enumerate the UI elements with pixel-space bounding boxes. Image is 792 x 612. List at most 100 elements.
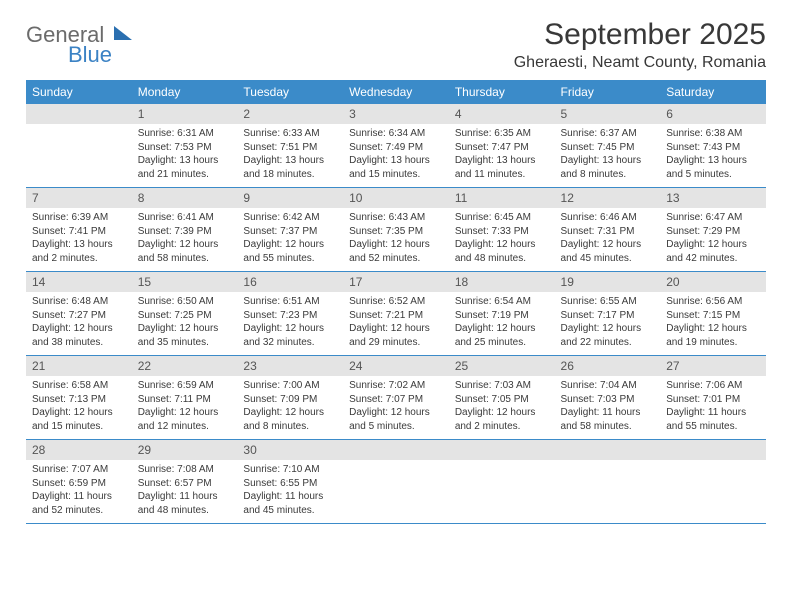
calendar-day-cell: 22Sunrise: 6:59 AMSunset: 7:11 PMDayligh… [132, 356, 238, 440]
daylight-line: Daylight: 11 hours and 55 minutes. [666, 406, 760, 433]
sunset-line: Sunset: 7:25 PM [138, 309, 232, 323]
daylight-line: Daylight: 12 hours and 8 minutes. [243, 406, 337, 433]
header: General Blue September 2025 Gheraesti, N… [26, 18, 766, 72]
daylight-line: Daylight: 12 hours and 29 minutes. [349, 322, 443, 349]
day-number: 18 [449, 272, 555, 292]
day-number [26, 104, 132, 124]
sunset-line: Sunset: 7:17 PM [561, 309, 655, 323]
sunset-line: Sunset: 7:43 PM [666, 141, 760, 155]
daylight-line: Daylight: 12 hours and 2 minutes. [455, 406, 549, 433]
day-data: Sunrise: 6:33 AMSunset: 7:51 PMDaylight:… [237, 124, 343, 187]
day-number: 11 [449, 188, 555, 208]
day-number: 20 [660, 272, 766, 292]
calendar-day-cell: 5Sunrise: 6:37 AMSunset: 7:45 PMDaylight… [555, 104, 661, 188]
day-data: Sunrise: 6:42 AMSunset: 7:37 PMDaylight:… [237, 208, 343, 271]
day-header: Friday [555, 80, 661, 104]
sunset-line: Sunset: 7:21 PM [349, 309, 443, 323]
day-number [343, 440, 449, 460]
sunset-line: Sunset: 7:33 PM [455, 225, 549, 239]
location: Gheraesti, Neamt County, Romania [514, 54, 766, 72]
day-number: 14 [26, 272, 132, 292]
sunrise-line: Sunrise: 6:42 AM [243, 211, 337, 225]
sunrise-line: Sunrise: 6:51 AM [243, 295, 337, 309]
calendar-table: SundayMondayTuesdayWednesdayThursdayFrid… [26, 80, 766, 524]
day-number: 13 [660, 188, 766, 208]
calendar-day-cell: 24Sunrise: 7:02 AMSunset: 7:07 PMDayligh… [343, 356, 449, 440]
day-header: Monday [132, 80, 238, 104]
day-data: Sunrise: 7:00 AMSunset: 7:09 PMDaylight:… [237, 376, 343, 439]
calendar-day-cell: 15Sunrise: 6:50 AMSunset: 7:25 PMDayligh… [132, 272, 238, 356]
daylight-line: Daylight: 12 hours and 22 minutes. [561, 322, 655, 349]
sunset-line: Sunset: 7:53 PM [138, 141, 232, 155]
day-data: Sunrise: 6:52 AMSunset: 7:21 PMDaylight:… [343, 292, 449, 355]
day-number: 16 [237, 272, 343, 292]
sunrise-line: Sunrise: 6:52 AM [349, 295, 443, 309]
calendar-body: 1Sunrise: 6:31 AMSunset: 7:53 PMDaylight… [26, 104, 766, 524]
day-number: 28 [26, 440, 132, 460]
day-data: Sunrise: 7:02 AMSunset: 7:07 PMDaylight:… [343, 376, 449, 439]
day-data [26, 124, 132, 182]
day-number: 30 [237, 440, 343, 460]
calendar-week-row: 21Sunrise: 6:58 AMSunset: 7:13 PMDayligh… [26, 356, 766, 440]
sunset-line: Sunset: 7:31 PM [561, 225, 655, 239]
daylight-line: Daylight: 12 hours and 5 minutes. [349, 406, 443, 433]
sunrise-line: Sunrise: 6:39 AM [32, 211, 126, 225]
calendar-day-cell: 1Sunrise: 6:31 AMSunset: 7:53 PMDaylight… [132, 104, 238, 188]
day-data: Sunrise: 7:03 AMSunset: 7:05 PMDaylight:… [449, 376, 555, 439]
daylight-line: Daylight: 13 hours and 2 minutes. [32, 238, 126, 265]
sunrise-line: Sunrise: 6:46 AM [561, 211, 655, 225]
day-number: 22 [132, 356, 238, 376]
day-data: Sunrise: 6:55 AMSunset: 7:17 PMDaylight:… [555, 292, 661, 355]
daylight-line: Daylight: 12 hours and 25 minutes. [455, 322, 549, 349]
calendar-day-cell [26, 104, 132, 188]
sunrise-line: Sunrise: 7:04 AM [561, 379, 655, 393]
day-data [660, 460, 766, 518]
daylight-line: Daylight: 13 hours and 18 minutes. [243, 154, 337, 181]
calendar-day-cell: 2Sunrise: 6:33 AMSunset: 7:51 PMDaylight… [237, 104, 343, 188]
day-header: Sunday [26, 80, 132, 104]
day-number: 23 [237, 356, 343, 376]
day-data: Sunrise: 6:59 AMSunset: 7:11 PMDaylight:… [132, 376, 238, 439]
sunrise-line: Sunrise: 6:31 AM [138, 127, 232, 141]
day-data: Sunrise: 6:38 AMSunset: 7:43 PMDaylight:… [660, 124, 766, 187]
sunset-line: Sunset: 7:39 PM [138, 225, 232, 239]
sunrise-line: Sunrise: 6:56 AM [666, 295, 760, 309]
day-data: Sunrise: 6:43 AMSunset: 7:35 PMDaylight:… [343, 208, 449, 271]
sunrise-line: Sunrise: 6:50 AM [138, 295, 232, 309]
calendar-header-row: SundayMondayTuesdayWednesdayThursdayFrid… [26, 80, 766, 104]
sunset-line: Sunset: 7:37 PM [243, 225, 337, 239]
calendar-day-cell: 21Sunrise: 6:58 AMSunset: 7:13 PMDayligh… [26, 356, 132, 440]
day-data: Sunrise: 6:34 AMSunset: 7:49 PMDaylight:… [343, 124, 449, 187]
sunrise-line: Sunrise: 6:35 AM [455, 127, 549, 141]
day-number: 19 [555, 272, 661, 292]
calendar-day-cell: 25Sunrise: 7:03 AMSunset: 7:05 PMDayligh… [449, 356, 555, 440]
day-data: Sunrise: 6:41 AMSunset: 7:39 PMDaylight:… [132, 208, 238, 271]
calendar-day-cell: 27Sunrise: 7:06 AMSunset: 7:01 PMDayligh… [660, 356, 766, 440]
sunrise-line: Sunrise: 6:58 AM [32, 379, 126, 393]
sunrise-line: Sunrise: 6:38 AM [666, 127, 760, 141]
daylight-line: Daylight: 11 hours and 58 minutes. [561, 406, 655, 433]
day-data: Sunrise: 6:45 AMSunset: 7:33 PMDaylight:… [449, 208, 555, 271]
day-number: 4 [449, 104, 555, 124]
day-data: Sunrise: 6:50 AMSunset: 7:25 PMDaylight:… [132, 292, 238, 355]
day-data [449, 460, 555, 518]
sunset-line: Sunset: 7:23 PM [243, 309, 337, 323]
sunset-line: Sunset: 6:57 PM [138, 477, 232, 491]
sunset-line: Sunset: 7:19 PM [455, 309, 549, 323]
day-number: 29 [132, 440, 238, 460]
sunset-line: Sunset: 7:51 PM [243, 141, 337, 155]
sunrise-line: Sunrise: 7:10 AM [243, 463, 337, 477]
day-data: Sunrise: 6:51 AMSunset: 7:23 PMDaylight:… [237, 292, 343, 355]
daylight-line: Daylight: 12 hours and 32 minutes. [243, 322, 337, 349]
day-number: 12 [555, 188, 661, 208]
daylight-line: Daylight: 11 hours and 45 minutes. [243, 490, 337, 517]
calendar-day-cell [449, 440, 555, 524]
calendar-day-cell: 29Sunrise: 7:08 AMSunset: 6:57 PMDayligh… [132, 440, 238, 524]
calendar-day-cell: 23Sunrise: 7:00 AMSunset: 7:09 PMDayligh… [237, 356, 343, 440]
daylight-line: Daylight: 12 hours and 42 minutes. [666, 238, 760, 265]
day-data: Sunrise: 6:46 AMSunset: 7:31 PMDaylight:… [555, 208, 661, 271]
daylight-line: Daylight: 13 hours and 5 minutes. [666, 154, 760, 181]
day-header: Wednesday [343, 80, 449, 104]
calendar-day-cell: 10Sunrise: 6:43 AMSunset: 7:35 PMDayligh… [343, 188, 449, 272]
logo-word-2: Blue [68, 44, 112, 66]
